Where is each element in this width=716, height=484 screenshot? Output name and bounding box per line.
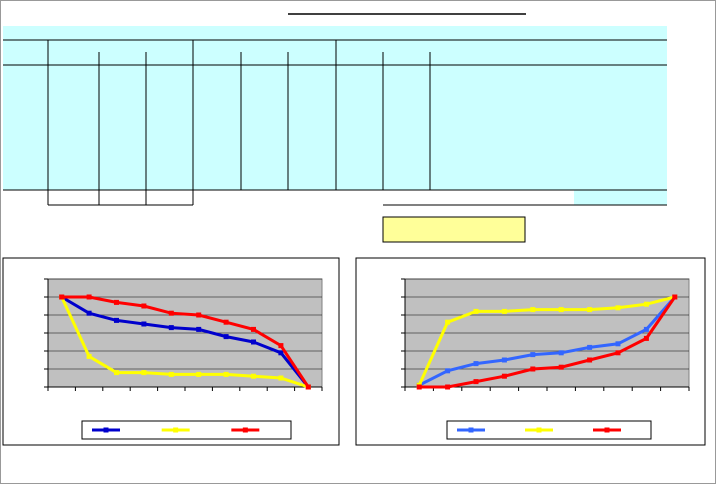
data-point bbox=[305, 384, 311, 390]
series-line bbox=[417, 295, 676, 386]
data-point bbox=[558, 350, 564, 356]
table bbox=[3, 26, 667, 206]
data-point bbox=[141, 321, 147, 327]
data-point bbox=[196, 312, 202, 318]
data-point bbox=[86, 353, 92, 359]
table-fill bbox=[574, 190, 667, 205]
data-point bbox=[530, 366, 536, 372]
data-point bbox=[615, 350, 621, 356]
data-point bbox=[587, 357, 593, 363]
data-point bbox=[530, 352, 536, 358]
data-point bbox=[251, 373, 256, 379]
table-fill bbox=[3, 26, 667, 190]
data-point bbox=[473, 379, 479, 385]
data-point bbox=[501, 373, 507, 379]
data-point bbox=[141, 370, 147, 376]
series-line bbox=[60, 296, 309, 389]
data-point bbox=[278, 343, 284, 349]
data-point bbox=[223, 334, 229, 340]
data-point bbox=[223, 371, 229, 377]
data-point bbox=[168, 325, 174, 331]
data-point bbox=[416, 384, 422, 390]
data-point bbox=[168, 310, 174, 316]
data-point bbox=[251, 326, 256, 332]
data-point bbox=[672, 294, 678, 300]
series-line bbox=[61, 295, 310, 388]
legend-marker bbox=[103, 427, 109, 433]
data-point bbox=[445, 368, 451, 374]
data-point bbox=[643, 301, 649, 307]
data-point bbox=[558, 307, 564, 313]
data-point bbox=[114, 370, 119, 376]
data-point bbox=[223, 319, 229, 325]
series-line bbox=[419, 296, 677, 389]
series-line bbox=[60, 295, 310, 388]
data-point bbox=[587, 344, 593, 350]
series-line bbox=[418, 296, 676, 387]
data-point bbox=[615, 341, 621, 347]
legend-marker bbox=[536, 427, 542, 433]
data-point bbox=[501, 308, 507, 314]
data-point bbox=[530, 307, 536, 313]
data-point bbox=[196, 371, 202, 377]
data-point bbox=[558, 364, 564, 370]
data-point bbox=[114, 299, 119, 305]
data-point bbox=[196, 326, 202, 332]
data-point bbox=[501, 357, 507, 363]
data-point bbox=[643, 335, 649, 341]
legend-marker bbox=[242, 427, 248, 433]
data-point bbox=[445, 319, 451, 325]
data-point bbox=[615, 305, 621, 311]
data-point bbox=[445, 384, 451, 390]
data-point bbox=[278, 375, 284, 381]
data-point bbox=[141, 303, 147, 309]
data-point bbox=[643, 326, 649, 332]
data-point bbox=[86, 294, 92, 300]
data-point bbox=[473, 308, 479, 314]
data-point bbox=[278, 350, 284, 356]
data-point bbox=[168, 371, 174, 377]
data-point bbox=[59, 294, 65, 300]
data-point bbox=[251, 339, 256, 345]
legend-marker bbox=[468, 427, 474, 433]
data-point bbox=[86, 310, 92, 316]
highlight-cell bbox=[382, 216, 526, 243]
legend-marker bbox=[173, 427, 179, 433]
legend-marker bbox=[604, 427, 610, 433]
data-point bbox=[114, 317, 119, 323]
data-point bbox=[587, 307, 593, 313]
data-point bbox=[473, 361, 479, 367]
